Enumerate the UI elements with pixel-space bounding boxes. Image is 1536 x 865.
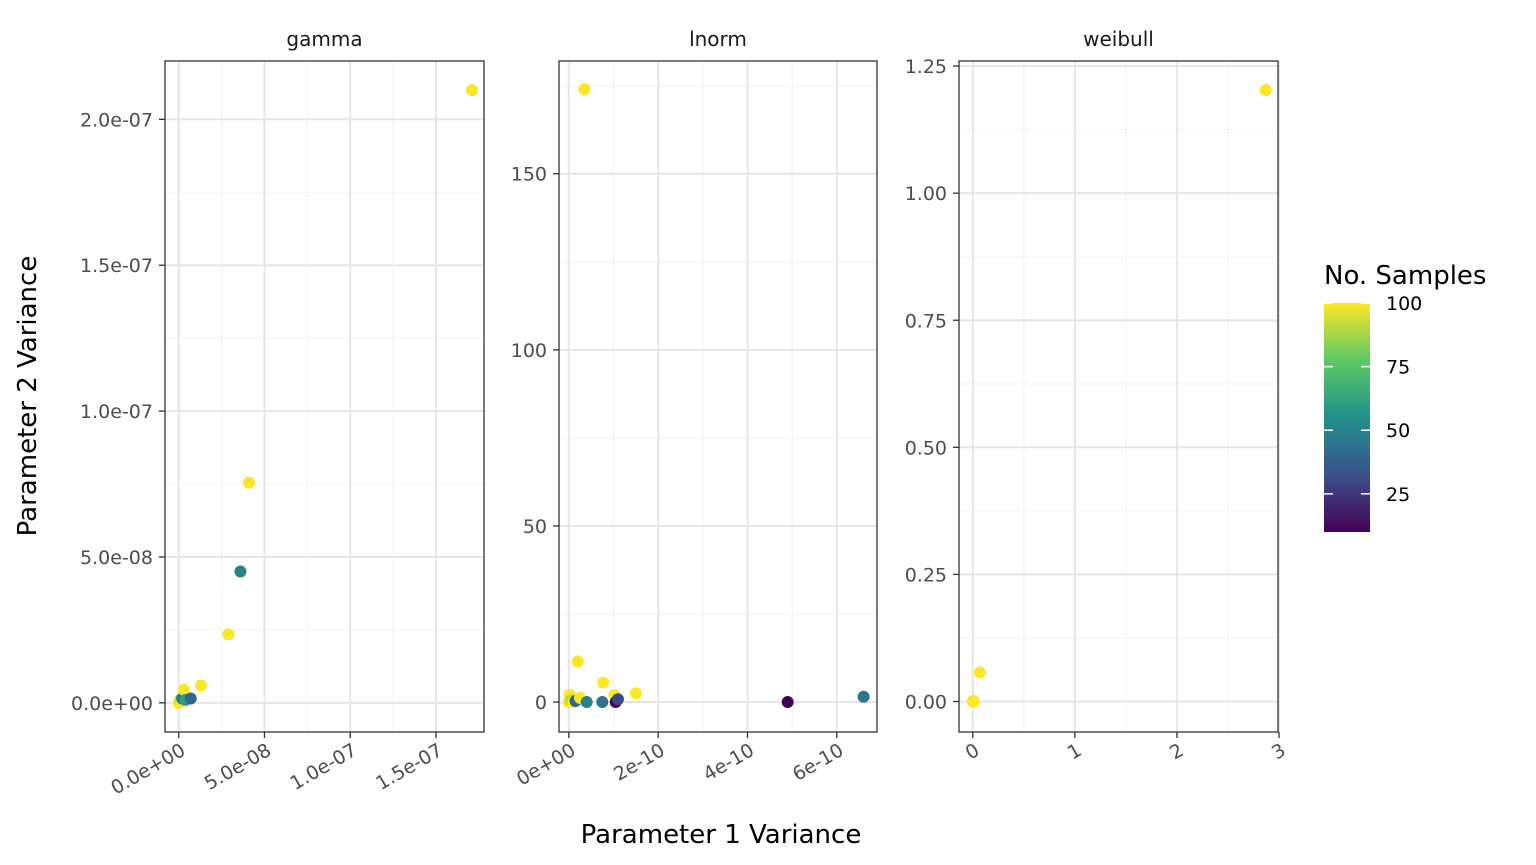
- data-point: [195, 679, 208, 692]
- legend-tick-label: 50: [1386, 420, 1410, 442]
- panel-weibull: weibull 0.00 0.25 0.50 0.75 1.00 1.25 0 1 2 3: [905, 27, 1290, 764]
- panel-background: [959, 61, 1278, 732]
- panel-title-weibull: weibull: [1083, 27, 1154, 51]
- y-axis-title: Parameter 2 Variance: [13, 256, 43, 537]
- y-tick-label: 0.0e+00: [71, 693, 153, 715]
- data-point: [611, 693, 624, 706]
- data-point: [177, 683, 190, 696]
- x-tick-label: 5.0e-08: [201, 739, 275, 795]
- data-point: [578, 83, 591, 96]
- data-point: [596, 696, 609, 709]
- y-tick-label: 0.50: [905, 437, 947, 459]
- data-point: [571, 655, 584, 668]
- data-point: [243, 476, 256, 489]
- panel-title-gamma: gamma: [286, 27, 362, 51]
- panel-border: [958, 60, 1279, 733]
- panels-layer: gamma0.0e+005.0e-081.0e-071.5e-072.0e-07…: [71, 27, 1290, 799]
- y-tick-label: 150: [511, 164, 547, 186]
- y-tick-label: 5.0e-08: [80, 547, 153, 569]
- panel-title-lnorm: lnorm: [689, 27, 747, 51]
- y-tick-label: 1.25: [905, 56, 947, 78]
- x-tick-label: 4e-10: [700, 739, 758, 785]
- x-tick-label: 0.0e+00: [107, 739, 189, 799]
- panel-background: [559, 61, 877, 732]
- y-tick-label: 1.00: [905, 183, 947, 205]
- color-legend: No. Samples 25 50 75 100: [1324, 261, 1486, 532]
- legend-tick-label: 100: [1386, 293, 1422, 315]
- legend-tick-label: 75: [1386, 357, 1410, 379]
- x-tick-label: 1.0e-07: [287, 739, 361, 795]
- y-tick-label: 100: [511, 340, 547, 362]
- x-tick-label: 1.5e-07: [372, 739, 446, 795]
- y-tick-label: 0.75: [905, 310, 947, 332]
- panel-border: [558, 60, 878, 733]
- data-point: [465, 84, 478, 97]
- data-point: [184, 692, 197, 705]
- data-point: [597, 676, 610, 689]
- panel-background: [165, 61, 484, 732]
- data-point: [967, 695, 980, 708]
- legend-ticks: 25 50 75 100: [1324, 293, 1422, 506]
- legend-tick-label: 25: [1386, 484, 1410, 506]
- panel-border: [164, 60, 485, 733]
- legend-title: No. Samples: [1324, 261, 1486, 291]
- x-tick-label: 2: [1166, 739, 1187, 764]
- data-point: [234, 565, 247, 578]
- legend-colorbar: [1324, 303, 1370, 532]
- panel-lnorm: lnorm 0 50 100 150 0e+00 2e-10 4e-10 6e-10: [511, 27, 878, 790]
- data-point: [857, 690, 870, 703]
- y-tick-label: 1.5e-07: [80, 255, 153, 277]
- x-tick-label: 0e+00: [513, 739, 579, 790]
- x-tick-label: 2e-10: [610, 739, 668, 785]
- y-tick-label: 0.00: [905, 692, 947, 714]
- x-tick-label: 6e-10: [789, 739, 847, 785]
- y-tick-label: 0.25: [905, 564, 947, 586]
- y-tick-label: 0: [535, 692, 547, 714]
- data-point: [973, 666, 986, 679]
- panel-gamma: gamma0.0e+005.0e-081.0e-071.5e-072.0e-07…: [71, 27, 485, 799]
- x-axis-title: Parameter 1 Variance: [581, 820, 862, 850]
- x-tick-label: 3: [1268, 739, 1289, 764]
- y-tick-label: 50: [523, 516, 547, 538]
- x-tick-label: 1: [1064, 739, 1085, 764]
- data-point: [1259, 83, 1272, 96]
- y-tick-label: 1.0e-07: [80, 401, 153, 423]
- data-point: [781, 696, 794, 709]
- x-tick-label: 0: [962, 739, 983, 764]
- data-point: [222, 628, 235, 641]
- y-tick-label: 2.0e-07: [80, 109, 153, 131]
- data-point: [580, 696, 593, 709]
- data-point: [629, 687, 642, 700]
